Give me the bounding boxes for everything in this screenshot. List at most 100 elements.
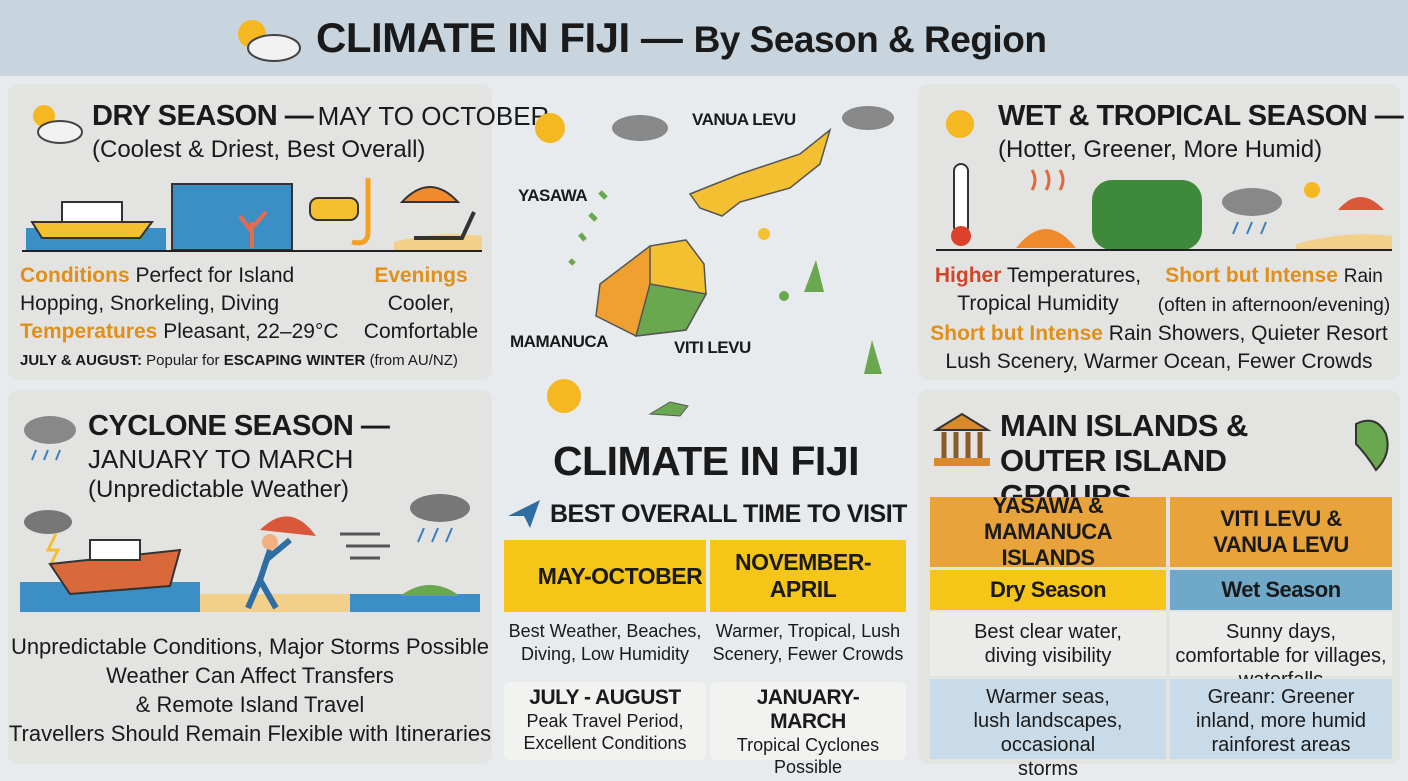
label: Short but Intense	[1165, 264, 1338, 287]
label: Conditions	[20, 264, 130, 287]
cyclone-heading: CYCLONE SEASON —	[88, 410, 390, 442]
plane	[508, 500, 540, 528]
cyclone-icon	[24, 416, 76, 461]
text: YASAWA & MAMANUCA ISLANDS	[984, 493, 1112, 570]
sun	[547, 379, 581, 413]
cloud	[24, 510, 72, 534]
text: Rain Showers, Quieter Resort	[1108, 322, 1388, 345]
base	[934, 458, 990, 466]
line: Travellers Should Remain Flexible with I…	[8, 721, 492, 746]
sun	[946, 110, 974, 138]
cyclone-illustration	[20, 494, 480, 612]
thermometer	[953, 163, 969, 235]
sand	[1296, 234, 1392, 250]
header-bar	[0, 0, 1408, 76]
card-heading: NOVEMBER-APRIL	[710, 540, 906, 612]
row-cell: Sunny days, comfortable for villages, wa…	[1170, 612, 1392, 691]
heat	[1030, 169, 1065, 191]
sun	[1016, 229, 1076, 248]
text: MAY-OCTOBER	[537, 562, 703, 589]
cloud	[842, 106, 894, 130]
sun	[1304, 182, 1320, 198]
rain	[417, 527, 453, 543]
yasawa-islands	[568, 190, 608, 266]
dry-icon	[33, 105, 83, 144]
text: Cooler, Comfortable	[363, 292, 479, 343]
rain	[1232, 221, 1267, 235]
col-header: VITI LEVU & VANUA LEVU	[1170, 497, 1392, 567]
text: Rain (often in afternoon/evening)	[1157, 266, 1391, 316]
sea	[350, 594, 480, 612]
title-sub: By Season & Region	[693, 19, 1047, 60]
chair	[414, 211, 476, 240]
map-label: VANUA LEVU	[692, 110, 796, 129]
umbrella	[399, 186, 461, 203]
vanua-levu	[688, 127, 832, 217]
lightning	[45, 533, 61, 567]
dry-heading: DRY SEASON — MAY TO OCTOBER	[92, 100, 549, 133]
head	[262, 534, 278, 550]
snorkel	[351, 178, 371, 246]
forest	[1092, 180, 1202, 250]
temple-icon	[932, 412, 992, 466]
line: Unpredictable Conditions, Major Storms P…	[10, 634, 490, 659]
parrot-icon	[1355, 419, 1389, 472]
sun	[535, 113, 565, 143]
cloud	[612, 115, 668, 141]
title-main: CLIMATE IN FIJI —	[316, 14, 683, 61]
roof	[932, 412, 992, 431]
coral	[238, 210, 268, 248]
line: Weather Can Affect Transfers	[106, 663, 394, 688]
label: Short but Intense	[930, 322, 1103, 345]
cloud	[1222, 188, 1282, 216]
islands-heading: MAIN ISLANDS & OUTER ISLAND GROUPS	[1000, 408, 1248, 513]
text: VITI LEVU & VANUA LEVU	[1213, 506, 1349, 557]
wet-icon	[946, 110, 974, 138]
row-cell: Greanr: Greener inland, more humid rainf…	[1170, 679, 1392, 759]
header-title: CLIMATE IN FIJI — By Season & Region	[316, 14, 1047, 62]
row-cell: Best clear water, diving visibility	[930, 612, 1166, 676]
viti-levu-east	[634, 283, 708, 337]
label: Higher	[934, 264, 1002, 287]
label: Temperatures	[20, 320, 158, 343]
island	[779, 291, 789, 301]
map	[535, 106, 894, 417]
map-label: MAMANUCA	[510, 332, 608, 351]
boat	[30, 221, 154, 239]
mask	[309, 197, 359, 221]
plane-icon	[508, 500, 540, 528]
label: JULY & AUGUST:	[20, 352, 142, 369]
wet-heading: WET & TROPICAL SEASON —	[998, 100, 1404, 132]
card-heading: JULY - AUGUST	[529, 686, 681, 709]
parrot	[1355, 419, 1389, 472]
wet-col-right: Short but Intense Rain (often in afterno…	[1152, 262, 1396, 320]
wet-illustration	[936, 163, 1392, 251]
row-cell: Warmer seas, lush landscapes, occasional…	[930, 679, 1166, 780]
cyclone-subtitle: (Unpredictable Weather)	[88, 476, 350, 503]
dry-illustration	[22, 178, 482, 252]
reef	[171, 183, 293, 251]
text: Popular for	[146, 352, 220, 369]
text: Perfect for Island Hopping, Snorkeling, …	[20, 264, 295, 315]
wet-lines: Short but Intense Rain Showers, Quieter …	[918, 320, 1400, 376]
cyclone-lines: Unpredictable Conditions, Major Storms P…	[8, 632, 492, 748]
cloud	[37, 120, 83, 144]
dry-subtitle: (Coolest & Driest, Best Overall)	[92, 136, 426, 163]
text: Lush Scenery, Warmer Ocean, Fewer Crowds	[945, 350, 1373, 373]
season-cell: Wet Season	[1170, 570, 1392, 610]
umbrella	[260, 516, 316, 536]
cyclone-dates: JANUARY TO MARCH	[88, 444, 354, 474]
card-bottom: JULY - AUGUST Peak Travel Period, Excell…	[504, 682, 706, 760]
card-heading: JANUARY-MARCH	[756, 686, 860, 733]
cloud	[410, 494, 470, 522]
card-text: Warmer, Tropical, Lush Scenery, Fewer Cr…	[712, 621, 904, 664]
label: Evenings	[374, 264, 468, 287]
center-title: CLIMATE IN FIJI	[552, 438, 860, 484]
bold: ESCAPING WINTER	[223, 352, 366, 369]
text: NOVEMBER-APRIL	[734, 549, 872, 602]
heading: DRY SEASON —	[92, 100, 314, 132]
map-label: YASAWA	[518, 186, 588, 205]
bulb	[951, 226, 971, 246]
card-text: Tropical Cyclones Possible	[736, 735, 880, 777]
